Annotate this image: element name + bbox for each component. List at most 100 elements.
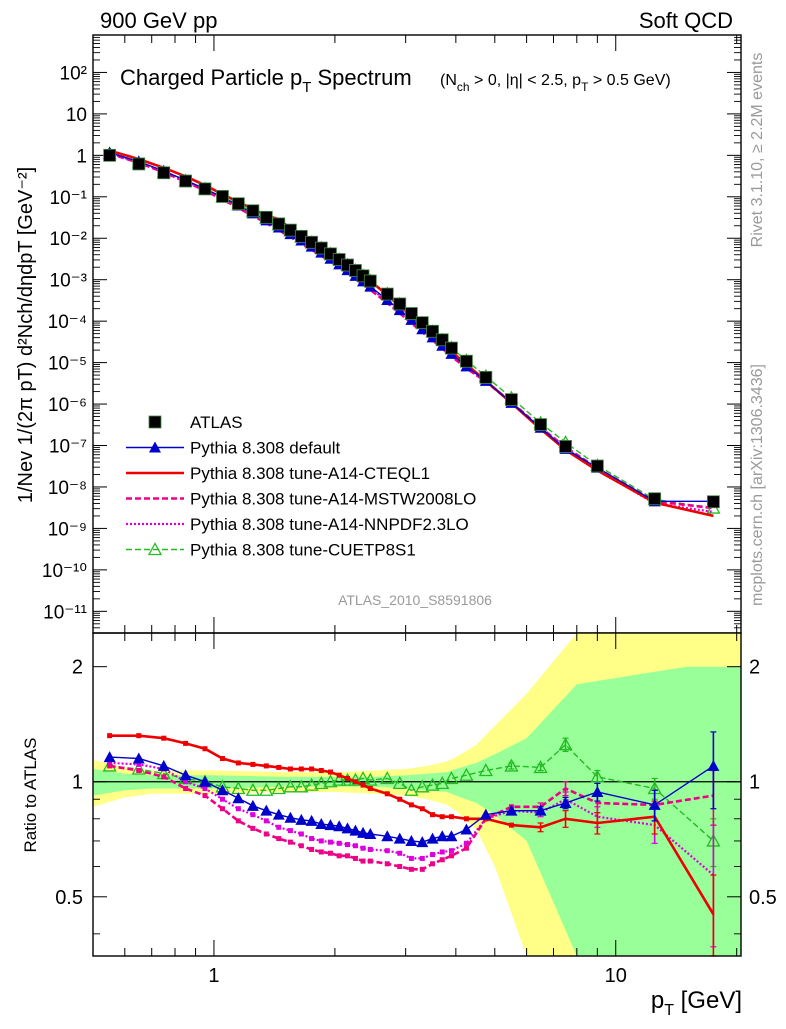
x-axis-label-sub: T — [664, 1002, 674, 1019]
point-data — [393, 297, 407, 311]
ratio-point-default — [295, 813, 308, 825]
ratio-point-default — [157, 759, 170, 771]
ratio-point-mstw — [202, 793, 208, 799]
ratio-point-nnpdf — [287, 828, 293, 834]
ratio-point-nnpdf — [448, 848, 454, 854]
ratio-point-cteql1 — [107, 733, 113, 739]
ratio-point-cuetp8s1 — [459, 767, 474, 781]
ratio-panel: 0.5 0.5 1 1 2 2 1 10 — [55, 632, 777, 987]
ratio-point-cteql1 — [318, 768, 324, 774]
ratio-point-default — [357, 826, 370, 838]
ratio-point-default — [349, 824, 362, 836]
point-data — [426, 324, 439, 338]
ratio-point-cuetp8s1 — [294, 779, 309, 793]
main-y-axis-label: 1/Nev 1/(2π pT) d²Nch/dηdpT [GeV⁻²] — [15, 167, 37, 503]
series-data — [103, 148, 720, 509]
ratio-point-default — [315, 818, 328, 830]
ratio-point-nnpdf — [202, 786, 208, 792]
ratio-point-default — [648, 798, 661, 810]
point-data — [179, 174, 192, 188]
ratio-point-nnpdf — [235, 806, 241, 812]
main-y-tick-label: 10⁻² — [50, 229, 88, 250]
ratio-point-default — [393, 832, 406, 844]
ratio-point-cuetp8s1 — [332, 772, 347, 786]
series-line-nnpdf — [109, 152, 714, 513]
ratio-point-cteql1 — [360, 782, 366, 788]
ratio-y-ticks: 0.5 0.5 1 1 2 2 — [55, 657, 777, 935]
series-line-cteql1 — [109, 149, 714, 518]
ratio-point-default — [381, 830, 394, 842]
x-axis-label-unit: [GeV] — [674, 987, 742, 1014]
ratio-point-cteql1 — [276, 764, 282, 770]
ratio-point-default — [132, 752, 145, 764]
legend-item-nnpdf: Pythia 8.308 tune-A14-NNPDF2.3LO — [126, 515, 469, 534]
series-nnpdf — [109, 152, 714, 513]
ratio-point-cteql1 — [309, 766, 315, 772]
ratio-point-mstw — [318, 849, 324, 855]
main-y-tick-label: 10⁻¹ — [50, 188, 88, 209]
title-main: Charged Particle p — [120, 65, 302, 90]
ratio-point-cuetp8s1 — [533, 760, 548, 774]
legend-label: Pythia 8.308 tune-A14-NNPDF2.3LO — [190, 515, 469, 534]
point-data — [559, 440, 572, 453]
ratio-point-nnpdf — [345, 842, 351, 848]
ratio-point-cteql1 — [345, 775, 351, 781]
x-axis-label-main: p — [651, 987, 664, 1014]
ratio-point-cteql1 — [183, 740, 189, 746]
point-data — [363, 274, 377, 288]
header-left-label: 900 GeV pp — [100, 8, 217, 33]
ratio-point-cteql1 — [448, 814, 454, 820]
ratio-point-default — [324, 819, 337, 831]
ratio-point-nnpdf — [276, 824, 282, 830]
legend-item-mstw: Pythia 8.308 tune-A14-MSTW2008LO — [126, 490, 476, 509]
ratio-point-nnpdf — [419, 855, 425, 861]
legend-marker-data — [148, 415, 162, 429]
main-y-ticks — [93, 36, 741, 629]
ratio-point-mstw — [448, 853, 454, 859]
main-y-tick-label: 10⁻⁶ — [48, 395, 87, 416]
ratio-point-cteql1 — [408, 802, 414, 808]
point-data — [479, 370, 493, 384]
main-y-tick-label: 10² — [60, 63, 87, 84]
ratio-point-nnpdf — [336, 840, 342, 846]
ratio-point-mstw — [463, 845, 469, 851]
point-data — [259, 210, 273, 224]
main-y-tick-label: 10 — [66, 105, 87, 126]
ratio-point-nnpdf — [136, 761, 142, 767]
title-cuts-sub1: ch — [457, 80, 470, 94]
ratio-point-default — [479, 808, 492, 820]
ratio-point-mstw — [250, 825, 256, 831]
ratio-y-axis-label: Ratio to ATLAS — [21, 738, 40, 853]
ratio-point-cuetp8s1 — [415, 779, 430, 793]
ratio-point-nnpdf — [183, 779, 189, 785]
ratio-point-cuetp8s1 — [323, 774, 338, 788]
ratio-point-cteql1 — [287, 766, 293, 772]
ratio-point-cteql1 — [439, 814, 445, 820]
ratio-point-nnpdf — [107, 760, 113, 766]
title-tail: Spectrum — [311, 65, 411, 90]
point-data — [272, 217, 286, 231]
ratio-point-mstw — [360, 858, 366, 864]
ratio-point-cuetp8s1 — [304, 777, 319, 791]
mcplots-label: mcplots.cern.ch [arXiv:1306.3436] — [749, 364, 766, 606]
legend-item-default: Pythia 8.308 default — [126, 439, 341, 458]
ratio-point-mstw — [352, 855, 358, 861]
legend-item-data: ATLAS — [148, 413, 243, 432]
ratio-point-default — [445, 830, 458, 842]
ratio-point-cuetp8s1 — [504, 758, 519, 772]
ratio-x-ticks: 1 10 — [92, 633, 738, 987]
main-series — [102, 146, 721, 518]
ratio-point-default — [405, 834, 418, 846]
ratio-point-cteql1 — [463, 816, 469, 822]
main-x-ticks — [92, 35, 738, 633]
ratio-y-tick-label-right: 0.5 — [749, 887, 777, 909]
ratio-point-cteql1 — [202, 746, 208, 752]
ratio-point-default — [232, 792, 245, 804]
point-data — [648, 492, 662, 506]
ratio-point-mstw — [430, 861, 436, 867]
ratio-point-cuetp8s1 — [478, 763, 493, 777]
title-cuts: (N — [440, 72, 457, 89]
ratio-point-cuetp8s1 — [558, 737, 573, 751]
ratio-point-default — [103, 751, 116, 763]
main-panel: 10⁻¹¹ 10⁻¹⁰ 10⁻⁹ 10⁻⁸ 10⁻⁷ 10⁻⁶ 10⁻⁵ 10⁻⁴ 10⁻³ 10… — [42, 34, 742, 634]
